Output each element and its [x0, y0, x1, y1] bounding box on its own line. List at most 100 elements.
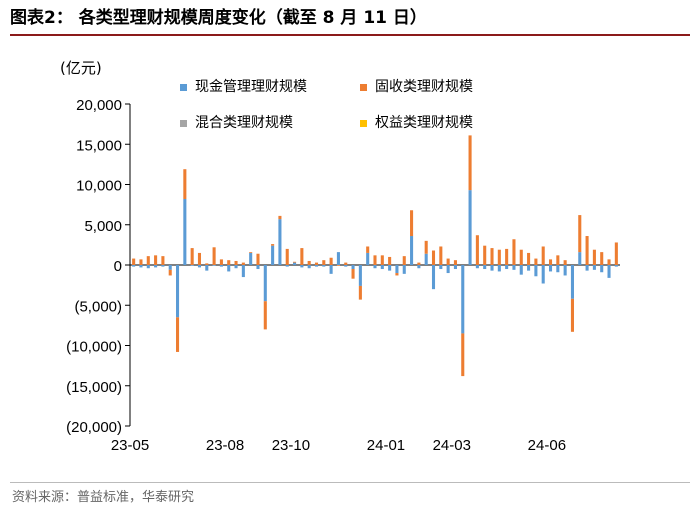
source-rule: [10, 482, 690, 483]
bar-fixed-income: [585, 236, 589, 265]
bar-fixed-income: [512, 239, 516, 265]
bar-fixed-income: [176, 317, 180, 352]
bar-fixed-income: [483, 245, 487, 265]
title-rule: [10, 34, 690, 36]
bar-fixed-income: [388, 256, 392, 265]
legend-label-mixed: 混合类理财规模: [195, 115, 293, 131]
bar-fixed-income: [358, 285, 362, 300]
bar-fixed-income: [548, 259, 553, 265]
bar-cash: [468, 190, 472, 265]
bar-cash: [249, 252, 253, 265]
bar-fixed-income: [607, 259, 611, 265]
bar-cash: [395, 265, 399, 274]
x-tick-label: 24-06: [528, 437, 566, 454]
bar-fixed-income: [578, 215, 582, 253]
bar-fixed-income: [439, 246, 443, 265]
bar-fixed-income: [461, 333, 465, 377]
bar-cash: [417, 265, 421, 269]
bar-fixed-income: [329, 257, 333, 265]
bar-cash: [132, 265, 136, 267]
bar-cash: [271, 245, 275, 265]
legend-swatch-cash: [180, 83, 187, 91]
y-axis-unit: (亿元): [60, 59, 102, 77]
bar-fixed-income: [468, 135, 472, 191]
bar-cash: [475, 265, 479, 269]
bar-fixed-income: [146, 256, 150, 265]
bar-cash: [227, 265, 231, 272]
bar-cash: [256, 265, 260, 270]
bar-cash: [168, 265, 172, 270]
bar-fixed-income: [366, 246, 370, 253]
bar-fixed-income: [373, 255, 377, 265]
bar-fixed-income: [395, 273, 399, 276]
figure-title: 图表2： 各类型理财规模周度变化（截至 8 月 11 日）: [10, 8, 427, 28]
bar-fixed-income: [161, 256, 165, 265]
x-tick-label: 23-08: [206, 437, 244, 454]
bar-fixed-income: [190, 248, 194, 265]
x-tick-label: 23-10: [272, 437, 310, 454]
bar-cash: [293, 262, 297, 265]
bar-cash: [197, 265, 202, 268]
bar-fixed-income: [446, 258, 450, 265]
bar-fixed-income: [541, 246, 545, 265]
bar-fixed-income: [424, 240, 428, 254]
legend-swatch-mixed: [180, 119, 187, 127]
bar-fixed-income: [263, 301, 267, 330]
bar-cash: [336, 252, 340, 265]
bar-fixed-income: [592, 249, 596, 265]
bar-fixed-income: [475, 235, 479, 265]
bar-cash: [146, 265, 150, 269]
bar-fixed-income: [219, 259, 223, 265]
bar-cash: [534, 265, 538, 277]
bar-fixed-income: [300, 248, 304, 265]
legend-item-fixed-income: 固收类理财规模: [360, 76, 473, 96]
legend-item-mixed: 混合类理财规模: [180, 112, 293, 132]
bar-cash: [490, 265, 494, 271]
bar-fixed-income: [497, 249, 501, 265]
bar-fixed-income: [183, 169, 187, 199]
bar-fixed-income: [570, 298, 574, 332]
bar-fixed-income: [197, 252, 202, 265]
bar-fixed-income: [139, 259, 143, 265]
bar-fixed-income: [431, 250, 436, 265]
bar-cash: [190, 265, 194, 266]
bar-fixed-income: [505, 248, 509, 265]
bar-cash: [358, 265, 362, 286]
bar-cash: [541, 265, 545, 284]
legend-label-cash: 现金管理理财规模: [195, 79, 307, 95]
bar-fixed-income: [410, 210, 414, 237]
bar-fixed-income: [322, 260, 326, 265]
bar-cash: [176, 265, 180, 318]
bar-fixed-income: [293, 261, 297, 263]
bar-cash: [388, 265, 392, 271]
bar-cash: [219, 265, 223, 267]
y-tick-label: 10,000: [76, 178, 122, 195]
y-tick-label: 5,000: [84, 218, 122, 235]
y-tick-label: (10,000): [66, 339, 122, 356]
y-tick-label: 15,000: [76, 137, 122, 154]
legend-label-equity: 权益类理财规模: [375, 115, 473, 131]
bar-fixed-income: [256, 253, 260, 265]
legend-swatch-fixed-income: [360, 83, 367, 91]
bar-fixed-income: [600, 252, 604, 265]
bar-fixed-income: [344, 262, 348, 265]
bar-fixed-income: [278, 215, 282, 220]
bar-cash: [366, 252, 370, 265]
bar-cash: [585, 265, 589, 271]
x-tick-label: 24-03: [433, 437, 471, 454]
bar-cash: [512, 265, 516, 270]
bar-cash: [410, 236, 414, 265]
bar-fixed-income: [154, 255, 158, 265]
bar-fixed-income: [534, 258, 538, 265]
bar-cash: [505, 265, 509, 270]
source-note: 资料来源：普益标准，华泰研究: [12, 490, 195, 505]
bar-fixed-income: [556, 255, 560, 265]
bar-fixed-income: [336, 265, 340, 266]
bar-cash: [527, 265, 531, 271]
bar-fixed-income: [380, 255, 384, 265]
bar-fixed-income: [402, 256, 406, 265]
legend-item-equity: 权益类理财规模: [360, 112, 473, 132]
bar-fixed-income: [307, 260, 311, 265]
bar-cash: [563, 265, 567, 276]
bar-cash: [263, 265, 267, 302]
